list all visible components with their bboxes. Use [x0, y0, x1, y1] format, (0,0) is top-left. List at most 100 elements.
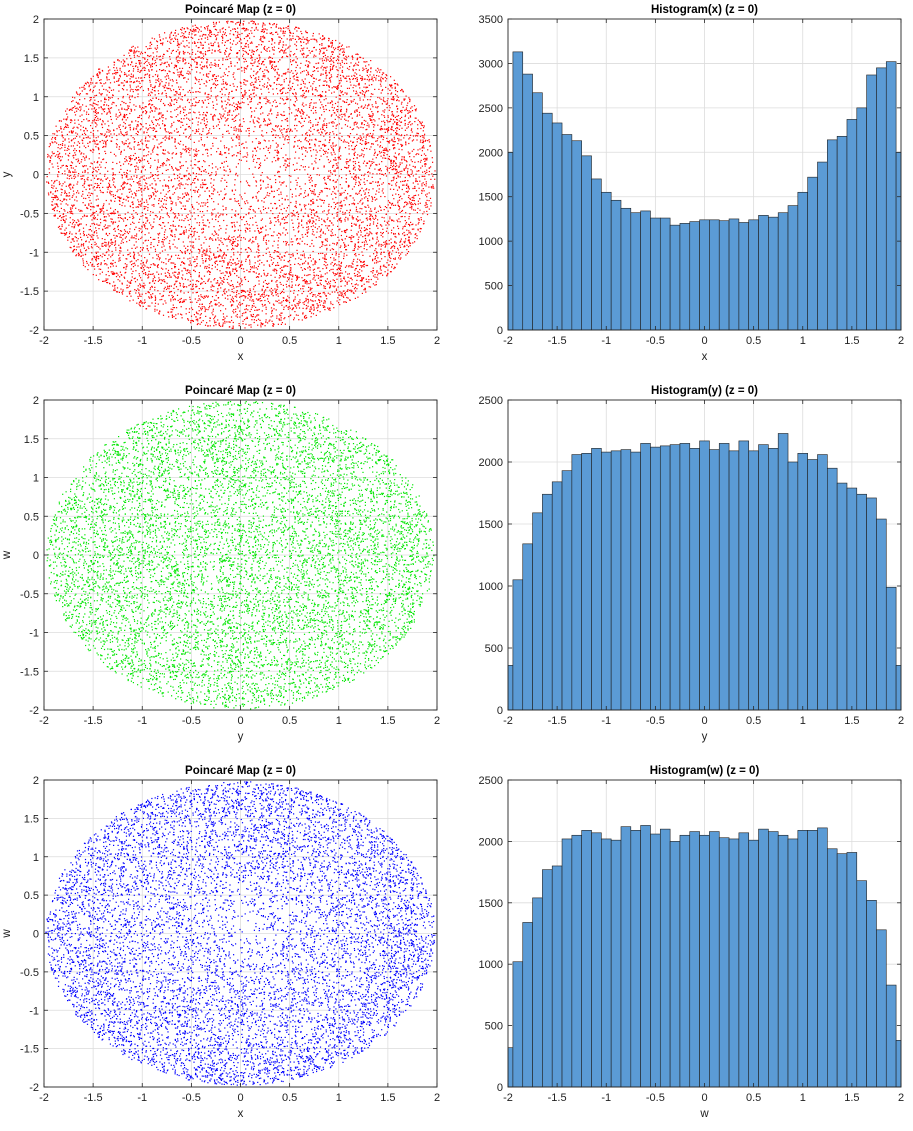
scatter-point — [236, 152, 239, 154]
scatter-point — [56, 190, 59, 192]
scatter-point — [368, 234, 370, 236]
scatter-point — [106, 191, 108, 193]
scatter-point — [89, 90, 91, 92]
scatter-point — [179, 162, 181, 164]
scatter-point — [207, 280, 209, 282]
scatter-point — [54, 137, 57, 139]
scatter-point — [83, 183, 85, 185]
scatter-point — [373, 76, 375, 78]
scatter-point — [188, 198, 190, 200]
scatter-point — [140, 237, 142, 240]
scatter-point — [80, 243, 83, 245]
scatter-point — [336, 202, 338, 204]
scatter-point — [298, 230, 300, 232]
scatter-point — [144, 110, 147, 112]
scatter-point — [192, 308, 194, 311]
scatter-point — [331, 261, 333, 264]
scatter-point — [208, 102, 210, 104]
scatter-point — [144, 234, 146, 236]
scatter-point — [275, 264, 277, 267]
scatter-point — [365, 136, 367, 138]
scatter-point — [176, 187, 178, 189]
scatter-point — [234, 295, 236, 297]
scatter-point — [95, 146, 97, 148]
scatter-point — [207, 27, 209, 29]
scatter-point — [208, 79, 211, 82]
scatter-point — [233, 287, 235, 289]
scatter-point — [274, 174, 276, 177]
scatter-point — [130, 190, 132, 192]
scatter-point — [401, 127, 403, 129]
scatter-point — [133, 50, 135, 53]
scatter-point — [258, 118, 260, 120]
scatter-point — [372, 106, 374, 108]
scatter-point — [221, 83, 223, 85]
scatter-point — [361, 93, 364, 95]
scatter-point — [356, 193, 359, 195]
scatter-point — [390, 180, 393, 182]
scatter-point — [146, 111, 148, 113]
scatter-point — [319, 37, 321, 39]
scatter-point — [265, 313, 267, 315]
scatter-point — [119, 200, 121, 202]
scatter-point — [115, 73, 117, 75]
scatter-point — [367, 200, 369, 202]
scatter-point — [356, 265, 358, 267]
scatter-point — [332, 242, 334, 244]
scatter-point — [189, 112, 191, 114]
scatter-point — [203, 253, 205, 255]
scatter-point — [358, 192, 360, 194]
scatter-point — [181, 67, 184, 69]
scatter-point — [204, 310, 206, 313]
scatter-point — [268, 264, 270, 266]
scatter-point — [224, 32, 226, 34]
scatter-point — [254, 256, 256, 258]
scatter-point — [163, 153, 165, 155]
scatter-point — [145, 136, 147, 138]
scatter-point — [81, 210, 83, 212]
scatter-point — [256, 72, 258, 74]
scatter-point — [276, 300, 278, 303]
scatter-point — [64, 181, 66, 183]
scatter-point — [191, 58, 193, 60]
scatter-point — [239, 153, 241, 155]
scatter-point — [317, 95, 319, 97]
scatter-point — [137, 46, 139, 48]
scatter-point — [280, 317, 282, 319]
scatter-point — [354, 275, 356, 277]
scatter-point — [332, 47, 335, 49]
scatter-point — [294, 258, 297, 260]
scatter-point — [193, 111, 195, 113]
scatter-point — [217, 288, 219, 290]
scatter-point — [203, 224, 205, 226]
scatter-point — [185, 183, 187, 185]
scatter-point — [260, 30, 262, 33]
scatter-point — [120, 61, 122, 63]
scatter-point — [180, 156, 182, 158]
scatter-point — [255, 238, 257, 240]
scatter-point — [258, 167, 260, 169]
scatter-point — [164, 90, 166, 92]
scatter-point — [106, 76, 108, 78]
scatter-point — [110, 194, 112, 196]
scatter-point — [308, 176, 310, 178]
scatter-point — [297, 84, 299, 86]
scatter-point — [410, 202, 412, 204]
scatter-point — [163, 125, 166, 127]
scatter-point — [186, 272, 188, 275]
scatter-point — [75, 165, 77, 167]
scatter-point — [371, 215, 373, 217]
scatter-point — [198, 272, 200, 274]
scatter-point — [243, 27, 246, 29]
scatter-point — [133, 54, 135, 56]
scatter-point — [386, 168, 388, 170]
scatter-point — [231, 236, 233, 239]
scatter-point — [374, 168, 376, 170]
scatter-point — [138, 156, 140, 158]
scatter-point — [302, 288, 304, 290]
scatter-point — [217, 319, 219, 321]
scatter-point — [278, 251, 280, 253]
scatter-point — [227, 39, 229, 42]
scatter-point — [238, 283, 240, 285]
scatter-point — [96, 263, 98, 265]
